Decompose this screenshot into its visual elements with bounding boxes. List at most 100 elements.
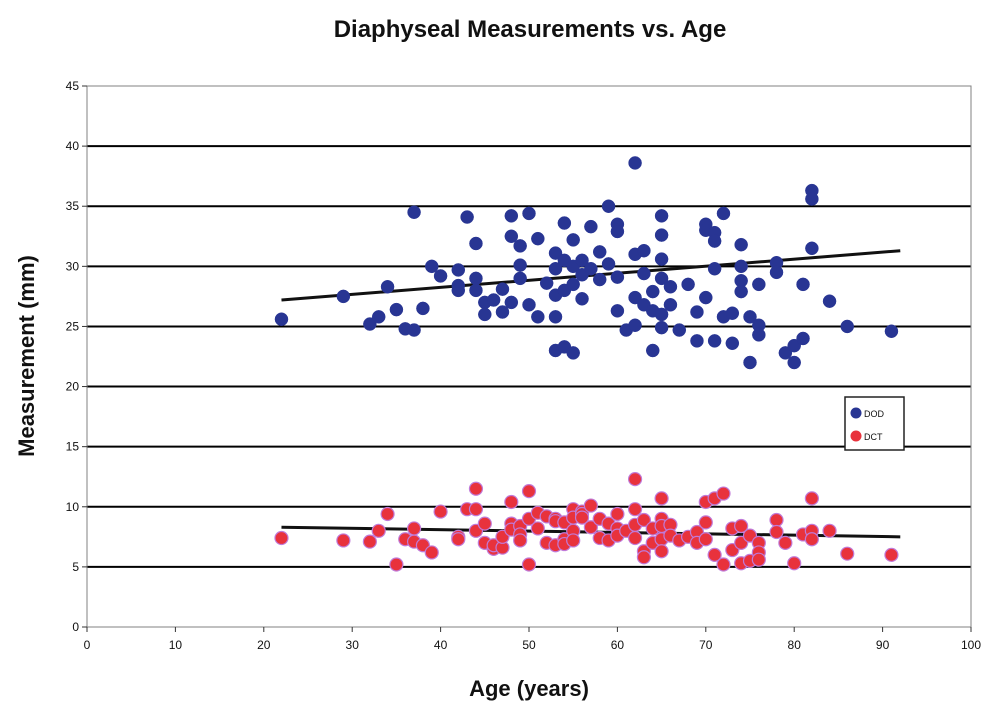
point-dod — [725, 336, 740, 351]
point-dod — [796, 277, 810, 292]
point-dod — [628, 156, 642, 170]
y-tick-label: 15 — [66, 440, 80, 454]
point-dct — [477, 516, 492, 531]
axes: 0 5 10 15 20 25 30 35 40 45 0 10 20 30 40 50 60 70 80 90 100 — [66, 79, 982, 652]
point-dct — [787, 556, 802, 571]
point-dod — [743, 310, 757, 324]
point-dod — [469, 283, 483, 298]
y-axis-title: Measurement (mm) — [14, 255, 39, 457]
point-dod — [504, 229, 519, 244]
point-dod — [575, 253, 589, 268]
point-dct — [654, 491, 669, 506]
point-dod — [752, 277, 766, 292]
point-dod — [734, 284, 748, 299]
point-dct — [371, 523, 386, 538]
point-dod — [531, 310, 545, 324]
point-dod — [699, 290, 713, 305]
point-dod — [566, 233, 580, 247]
grid-lines — [87, 145, 971, 568]
point-dod — [628, 318, 642, 332]
point-dct — [778, 535, 793, 550]
point-dod — [672, 323, 687, 337]
point-dod — [628, 290, 642, 305]
point-dod — [407, 323, 421, 337]
point-dod — [513, 271, 527, 286]
point-dct — [654, 544, 669, 559]
point-dod — [601, 257, 616, 271]
point-dod — [805, 192, 819, 206]
y-tick-label: 20 — [66, 380, 80, 394]
legend: DOD DCT — [844, 396, 905, 451]
point-dct — [521, 557, 537, 572]
x-tick-label: 10 — [169, 638, 183, 652]
point-dct — [716, 557, 731, 572]
legend-marker-dod — [850, 407, 862, 419]
point-dod — [707, 334, 722, 348]
point-dct — [583, 520, 598, 535]
point-dod — [548, 246, 563, 260]
point-dod — [690, 334, 704, 348]
point-dod — [371, 310, 386, 324]
x-tick-label: 90 — [876, 638, 890, 652]
point-dod — [557, 216, 572, 230]
point-dct — [769, 512, 784, 528]
point-dct — [451, 532, 466, 547]
point-dct — [636, 512, 652, 528]
point-dod — [416, 301, 430, 316]
y-tick-label: 30 — [66, 259, 80, 273]
y-tick-label: 40 — [66, 139, 80, 153]
point-dod — [690, 305, 704, 319]
point-dct — [468, 502, 484, 517]
point-dct — [610, 506, 625, 522]
x-tick-label: 30 — [346, 638, 360, 652]
x-tick-label: 0 — [84, 638, 91, 652]
point-dod — [592, 245, 607, 259]
point-dod — [469, 271, 483, 286]
point-dct — [424, 545, 439, 560]
point-dct — [698, 532, 713, 547]
point-dod — [363, 317, 377, 331]
point-dod — [663, 298, 678, 312]
legend-box — [844, 396, 905, 451]
point-dod — [513, 258, 527, 272]
point-dod — [336, 289, 351, 304]
point-dod — [637, 266, 651, 281]
data-points — [274, 156, 899, 572]
point-dod — [707, 234, 722, 248]
point-dod — [654, 228, 669, 242]
point-dod — [610, 270, 625, 284]
point-dct — [840, 546, 855, 561]
point-dct — [362, 534, 377, 549]
point-dct — [504, 494, 519, 510]
point-dod — [654, 252, 669, 266]
point-dod — [734, 237, 748, 252]
legend-label-dod: DOD — [864, 409, 885, 419]
point-dod — [805, 241, 819, 256]
point-dod — [840, 319, 854, 334]
point-dod — [433, 269, 448, 283]
point-dod — [504, 209, 519, 223]
point-dct — [583, 498, 598, 513]
point-dod — [504, 295, 519, 310]
point-dct — [513, 533, 528, 548]
legend-label-dct: DCT — [864, 432, 883, 442]
point-dct — [636, 550, 652, 565]
point-dod — [646, 284, 660, 299]
point-dod — [451, 263, 466, 277]
point-dct — [627, 502, 643, 517]
point-dct — [804, 532, 819, 547]
point-dod — [707, 261, 722, 276]
point-dod — [778, 346, 793, 360]
point-dct — [336, 533, 351, 548]
point-dod — [522, 298, 536, 312]
point-dod — [495, 282, 510, 296]
point-dct — [433, 504, 448, 519]
point-dod — [654, 209, 669, 223]
point-dod — [548, 261, 563, 276]
y-tick-label: 0 — [72, 620, 79, 634]
point-dod — [681, 277, 695, 292]
point-dod — [646, 343, 660, 358]
point-dod — [513, 239, 527, 253]
point-dod — [592, 272, 607, 287]
